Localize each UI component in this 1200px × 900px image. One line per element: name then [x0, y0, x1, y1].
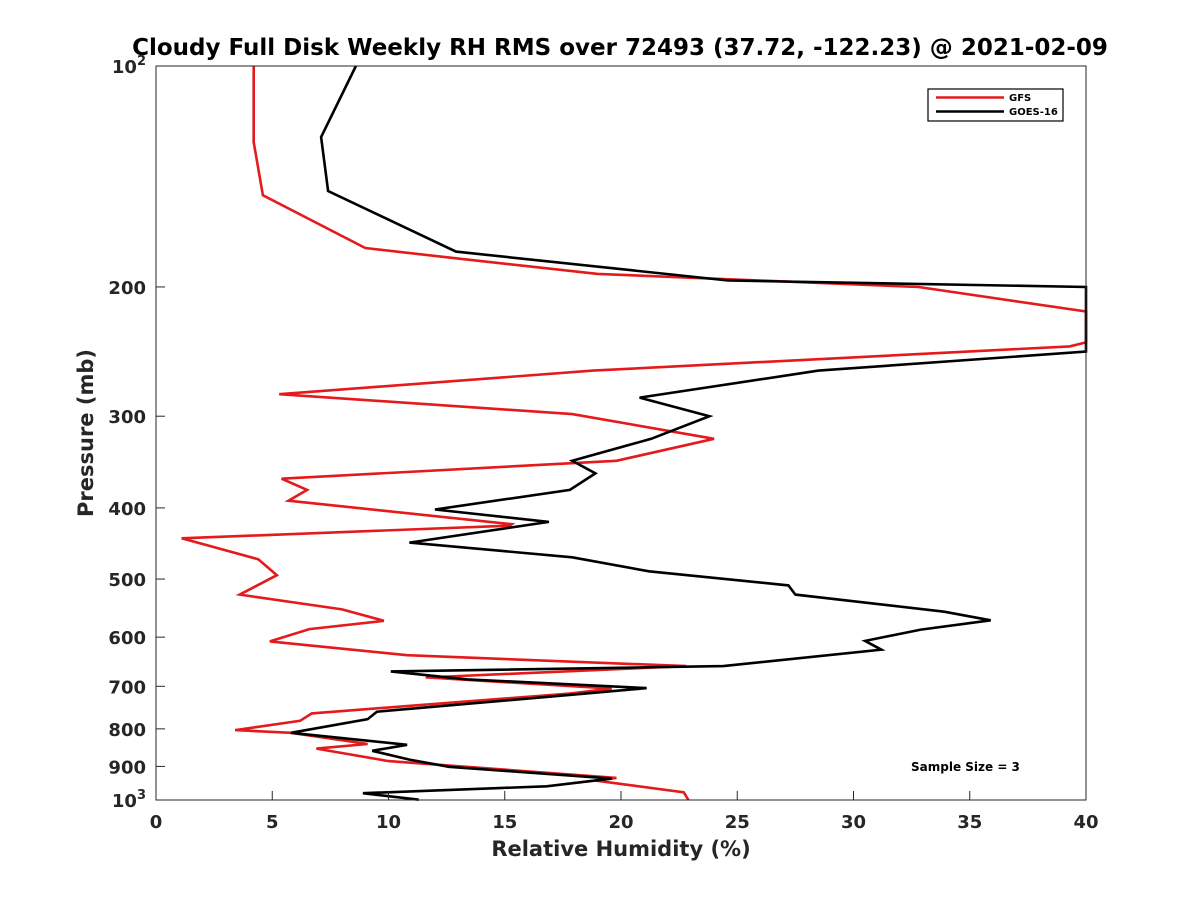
- y-tick-label: 500: [108, 570, 146, 591]
- x-tick-label: 20: [608, 812, 633, 833]
- legend-box: [927, 88, 1064, 122]
- y-tick-label: 400: [108, 499, 146, 520]
- y-tick-label: 102: [112, 54, 146, 78]
- y-tick-label: 300: [108, 407, 146, 428]
- y-tick-label: 900: [108, 757, 146, 778]
- x-tick-label: 10: [376, 812, 401, 833]
- legend: GFS GOES-16: [927, 88, 1064, 122]
- y-axis-ticks: 102 200 300 400 500 600 700 800 900 103: [108, 54, 165, 812]
- x-tick-label: 40: [1073, 812, 1098, 833]
- y-tick-label: 600: [108, 628, 146, 649]
- chart-title: Cloudy Full Disk Weekly RH RMS over 7249…: [132, 35, 1108, 61]
- legend-label-gfs: GFS: [1009, 93, 1031, 104]
- x-axis-ticks: 0 5 10 15 20 25 30 35 40: [150, 791, 1099, 833]
- x-tick-label: 15: [492, 812, 517, 833]
- x-tick-label: 35: [957, 812, 982, 833]
- y-tick-label: 103: [112, 788, 146, 812]
- x-tick-label: 25: [725, 812, 750, 833]
- y-axis-label: Pressure (mb): [74, 349, 98, 517]
- x-tick-label: 5: [266, 812, 279, 833]
- x-axis-label: Relative Humidity (%): [491, 837, 750, 861]
- y-tick-label: 700: [108, 677, 146, 698]
- legend-label-goes16: GOES-16: [1009, 107, 1058, 118]
- series-line-goes16: [290, 65, 1088, 801]
- sample-size-annotation: Sample Size = 3: [911, 760, 1020, 774]
- series-layer: [181, 65, 1088, 801]
- x-tick-label: 30: [841, 812, 866, 833]
- y-tick-label: 200: [108, 278, 146, 299]
- y-tick-label: 800: [108, 720, 146, 741]
- x-tick-label: 0: [150, 812, 163, 833]
